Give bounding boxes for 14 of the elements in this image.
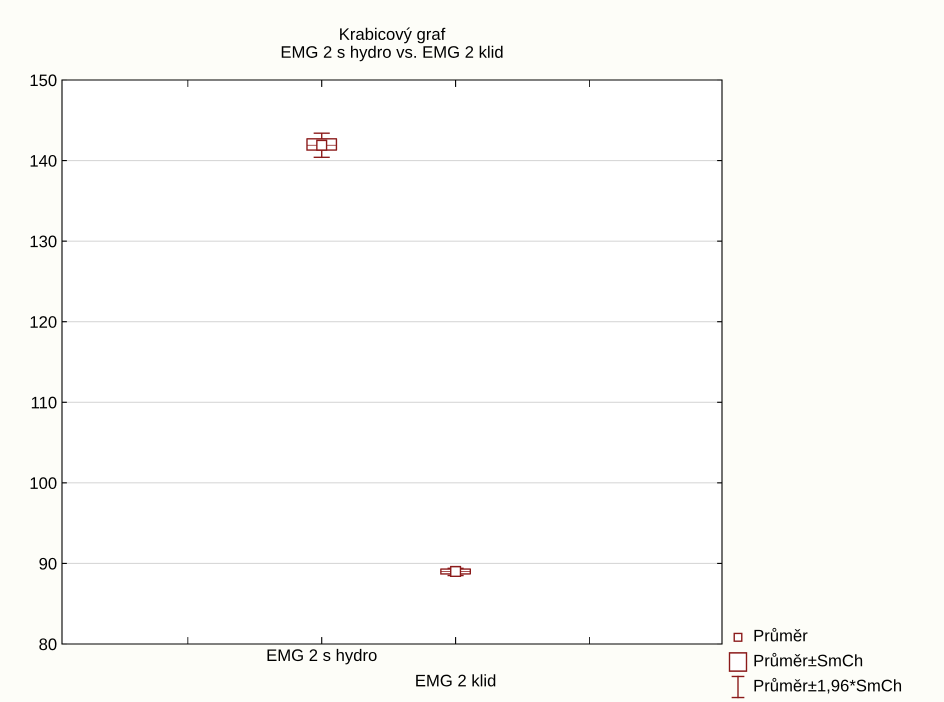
text: Průměr — [754, 628, 808, 642]
x-tick-label: EMG 2 s hydro — [268, 648, 377, 664]
y-tick-label: 140 — [30, 154, 56, 167]
text: Průměr±1,96*SmCh — [754, 678, 902, 694]
x-tick-label: EMG 2 klid — [416, 674, 496, 686]
y-tick-label: 110 — [32, 396, 56, 408]
y-tick-label: 150 — [30, 74, 56, 86]
y-tick-label: 120 — [30, 316, 56, 328]
text: Průměr±SmCh — [754, 652, 862, 666]
y-tick-label: 130 — [30, 236, 56, 248]
y-tick-label: 100 — [30, 477, 56, 490]
y-tick-label: 90 — [39, 558, 56, 570]
y-tick-label: 80 — [39, 638, 56, 650]
chart-title: Krabicový graf EMG 2 s hydro vs. EMG 2 klid — [282, 28, 503, 62]
